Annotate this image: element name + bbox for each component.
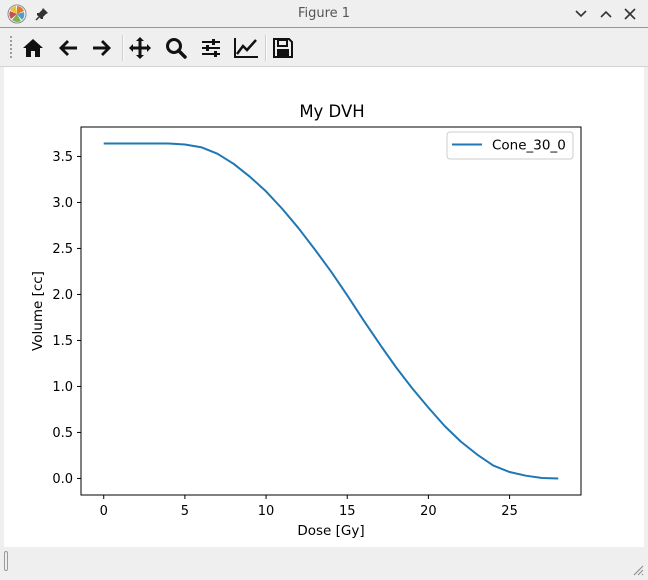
zoom-button[interactable] (162, 34, 190, 62)
y-axis-label: Volume [cc] (30, 271, 46, 351)
x-tick-label: 25 (501, 504, 518, 519)
toolbar-grip[interactable] (9, 35, 13, 61)
magnifier-icon (166, 38, 187, 59)
figure-canvas[interactable]: My DVH 0.0 0.5 1.0 1.5 2.0 2.5 3.0 3.5 0 5 10 15 20… (4, 67, 644, 547)
title-bar[interactable]: Figure 1 (0, 0, 648, 28)
status-bar (0, 547, 648, 576)
chart-title: My DVH (299, 102, 364, 121)
sliders-icon (202, 39, 220, 57)
legend-label: Cone_30_0 (492, 138, 566, 154)
x-tick-label: 5 (181, 504, 189, 519)
save-button[interactable] (269, 34, 297, 62)
home-icon (23, 39, 43, 57)
arrow-right-icon (93, 40, 111, 56)
arrow-left-icon (59, 40, 77, 56)
plot-frame (80, 126, 582, 496)
y-axis-ticks: 0.0 0.5 1.0 1.5 2.0 2.5 3.0 3.5 (52, 150, 81, 487)
back-button[interactable] (54, 34, 82, 62)
forward-button[interactable] (88, 34, 116, 62)
x-axis-ticks: 0 5 10 15 20 25 (100, 495, 518, 519)
close-button[interactable] (621, 5, 639, 23)
status-bar-handle[interactable] (4, 551, 8, 571)
y-tick-label: 0.0 (52, 472, 73, 487)
resize-grip-icon[interactable] (632, 561, 644, 576)
x-tick-label: 10 (258, 504, 275, 519)
pin-icon[interactable] (34, 6, 50, 22)
toolbar-separator (122, 35, 124, 61)
line-chart-icon (234, 38, 258, 58)
maximize-button[interactable] (597, 5, 615, 23)
close-icon (624, 8, 636, 20)
x-tick-label: 0 (100, 504, 108, 519)
home-button[interactable] (19, 34, 47, 62)
series-line-cone-30-0 (103, 142, 559, 480)
window-title: Figure 1 (297, 6, 351, 21)
y-tick-label: 1.5 (52, 334, 73, 349)
x-tick-label: 15 (339, 504, 356, 519)
legend: Cone_30_0 (446, 131, 574, 160)
toolbar-separator (265, 35, 267, 61)
y-tick-label: 2.5 (52, 242, 73, 257)
legend-box (446, 131, 574, 160)
x-axis-label: Dose [Gy] (297, 523, 364, 539)
y-tick-label: 0.5 (52, 426, 73, 441)
matplotlib-icon (7, 4, 27, 24)
x-tick-label: 20 (420, 504, 437, 519)
floppy-icon (273, 38, 293, 58)
pan-button[interactable] (126, 34, 154, 62)
y-tick-label: 1.0 (52, 380, 73, 395)
configure-subplots-button[interactable] (197, 34, 225, 62)
y-tick-label: 3.5 (52, 150, 73, 165)
dvh-chart: My DVH 0.0 0.5 1.0 1.5 2.0 2.5 3.0 3.5 0 5 10 15 20… (30, 102, 582, 539)
chevron-down-icon (575, 10, 587, 18)
edit-axis-button[interactable] (232, 34, 260, 62)
navigation-toolbar (0, 29, 648, 67)
y-tick-label: 3.0 (52, 196, 73, 211)
y-tick-label: 2.0 (52, 288, 73, 303)
minimize-button[interactable] (572, 5, 590, 23)
move-icon (129, 37, 151, 59)
chevron-up-icon (600, 10, 612, 18)
